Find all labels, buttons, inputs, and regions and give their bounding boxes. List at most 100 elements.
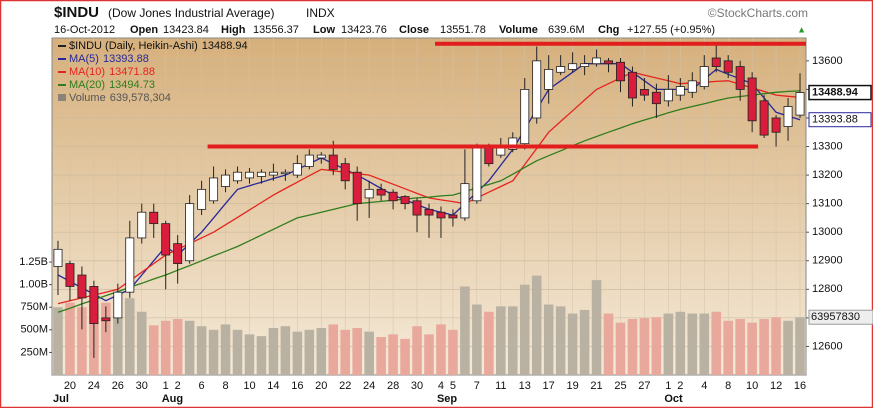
- exchange: INDX: [306, 6, 335, 20]
- ma-line: [57, 90, 801, 313]
- volume-bar: [603, 313, 614, 375]
- x-tick-label: 21: [590, 380, 602, 392]
- candle-body: [173, 243, 183, 265]
- candle-body: [53, 248, 63, 267]
- x-tick-label: 2: [175, 380, 181, 392]
- legend-text: $INDU (Daily, Heikin-Ashi): [69, 40, 198, 52]
- x-tick-label: 30: [411, 380, 423, 392]
- volume-bar: [723, 320, 733, 375]
- quote-date: 16-Oct-2012: [54, 24, 115, 36]
- x-tick-label: 22: [339, 380, 351, 392]
- candle-body: [161, 223, 171, 256]
- legend-text: 13488.94: [202, 40, 248, 52]
- month-label: Aug: [162, 393, 183, 405]
- y2-tick-label: 500M: [20, 324, 48, 336]
- candle-body: [556, 66, 566, 73]
- legend-text: 13393.88: [103, 53, 149, 65]
- volume-bar: [759, 318, 769, 375]
- x-tick-label: 16: [794, 380, 806, 392]
- month-label: Oct: [664, 393, 683, 405]
- quote-label: Open: [130, 24, 158, 36]
- candle-body: [783, 106, 793, 127]
- y-tick-label: 13100: [812, 198, 843, 210]
- volume-bar: [747, 322, 757, 375]
- x-tick-label: 7: [474, 380, 480, 392]
- x-tick-label: 8: [725, 380, 731, 392]
- volume-bar: [244, 334, 255, 375]
- candle-body: [197, 188, 207, 210]
- x-tick-label: 24: [363, 380, 375, 392]
- x-tick-label: 25: [614, 380, 626, 392]
- month-label: Jul: [53, 393, 69, 405]
- x-tick-label: 10: [746, 380, 758, 392]
- x-tick-label: 16: [291, 380, 303, 392]
- volume-bar: [424, 334, 434, 375]
- candle-body: [89, 286, 99, 324]
- chart-subtitle: (Dow Jones Industrial Average): [108, 6, 275, 20]
- volume-bar: [651, 317, 662, 375]
- candle-body: [268, 171, 278, 176]
- volume-bar: [663, 313, 674, 375]
- candle-body: [580, 63, 590, 67]
- candle-body: [448, 214, 458, 219]
- candle-body: [639, 89, 649, 96]
- candle-body: [699, 66, 709, 87]
- candle-body: [340, 163, 350, 182]
- volume-bar: [771, 317, 781, 375]
- quote-value: 13556.37: [253, 24, 299, 36]
- x-tick-label: 10: [243, 380, 255, 392]
- candle-body: [436, 211, 446, 219]
- y-tick-label: 13300: [812, 140, 843, 152]
- volume-bar: [400, 338, 410, 375]
- candle-body: [711, 57, 721, 67]
- quote-value: 13423.76: [341, 24, 387, 36]
- candle-body: [795, 92, 805, 116]
- candle-body: [137, 211, 147, 239]
- quote-label: High: [221, 24, 246, 36]
- x-tick-label: 6: [199, 380, 205, 392]
- quote-value: +127.55 (+0.95%): [627, 24, 715, 36]
- volume-bar: [507, 306, 518, 375]
- x-tick-label: 27: [638, 380, 650, 392]
- candle-body: [113, 291, 123, 319]
- x-tick-label: 11: [495, 380, 506, 392]
- legend-text: 13494.73: [109, 79, 155, 91]
- volume-bar: [292, 331, 303, 375]
- volume-bar: [687, 313, 698, 375]
- volume-bar: [448, 329, 458, 375]
- y-tick-label: 13200: [812, 169, 843, 181]
- volume-bar: [412, 326, 422, 375]
- quote-value: 639.6M: [548, 24, 585, 36]
- candle-body: [532, 60, 542, 119]
- candle-body: [65, 263, 75, 287]
- x-tick-label: 8: [222, 380, 228, 392]
- quote-value: 13423.84: [163, 24, 209, 36]
- x-tick-label: 17: [543, 380, 555, 392]
- candle-body: [484, 146, 494, 165]
- candle-body: [675, 86, 685, 96]
- y2-tick-label: 1.25B: [19, 256, 48, 268]
- candle-body: [412, 200, 422, 216]
- value-tag: [808, 309, 873, 325]
- candle-body: [520, 89, 530, 145]
- x-tick-label: 30: [136, 380, 148, 392]
- x-tick-label: 4: [438, 380, 444, 392]
- candle-body: [651, 91, 661, 105]
- volume-bar: [519, 284, 530, 375]
- candle-body: [125, 237, 135, 293]
- candle-body: [77, 274, 87, 299]
- volume-bar: [531, 275, 542, 375]
- y-tick-label: 12800: [812, 283, 843, 295]
- quote-label: Low: [313, 24, 335, 36]
- candle-body: [328, 154, 338, 170]
- volume-bar: [220, 324, 231, 375]
- volume-bar: [579, 309, 590, 375]
- candle-body: [292, 163, 302, 176]
- x-tick-label: 20: [315, 380, 327, 392]
- x-tick-label: 26: [112, 380, 124, 392]
- volume-bar: [125, 298, 135, 375]
- x-tick-label: 13: [519, 380, 531, 392]
- volume-bar: [340, 329, 351, 375]
- candle-body: [723, 60, 733, 73]
